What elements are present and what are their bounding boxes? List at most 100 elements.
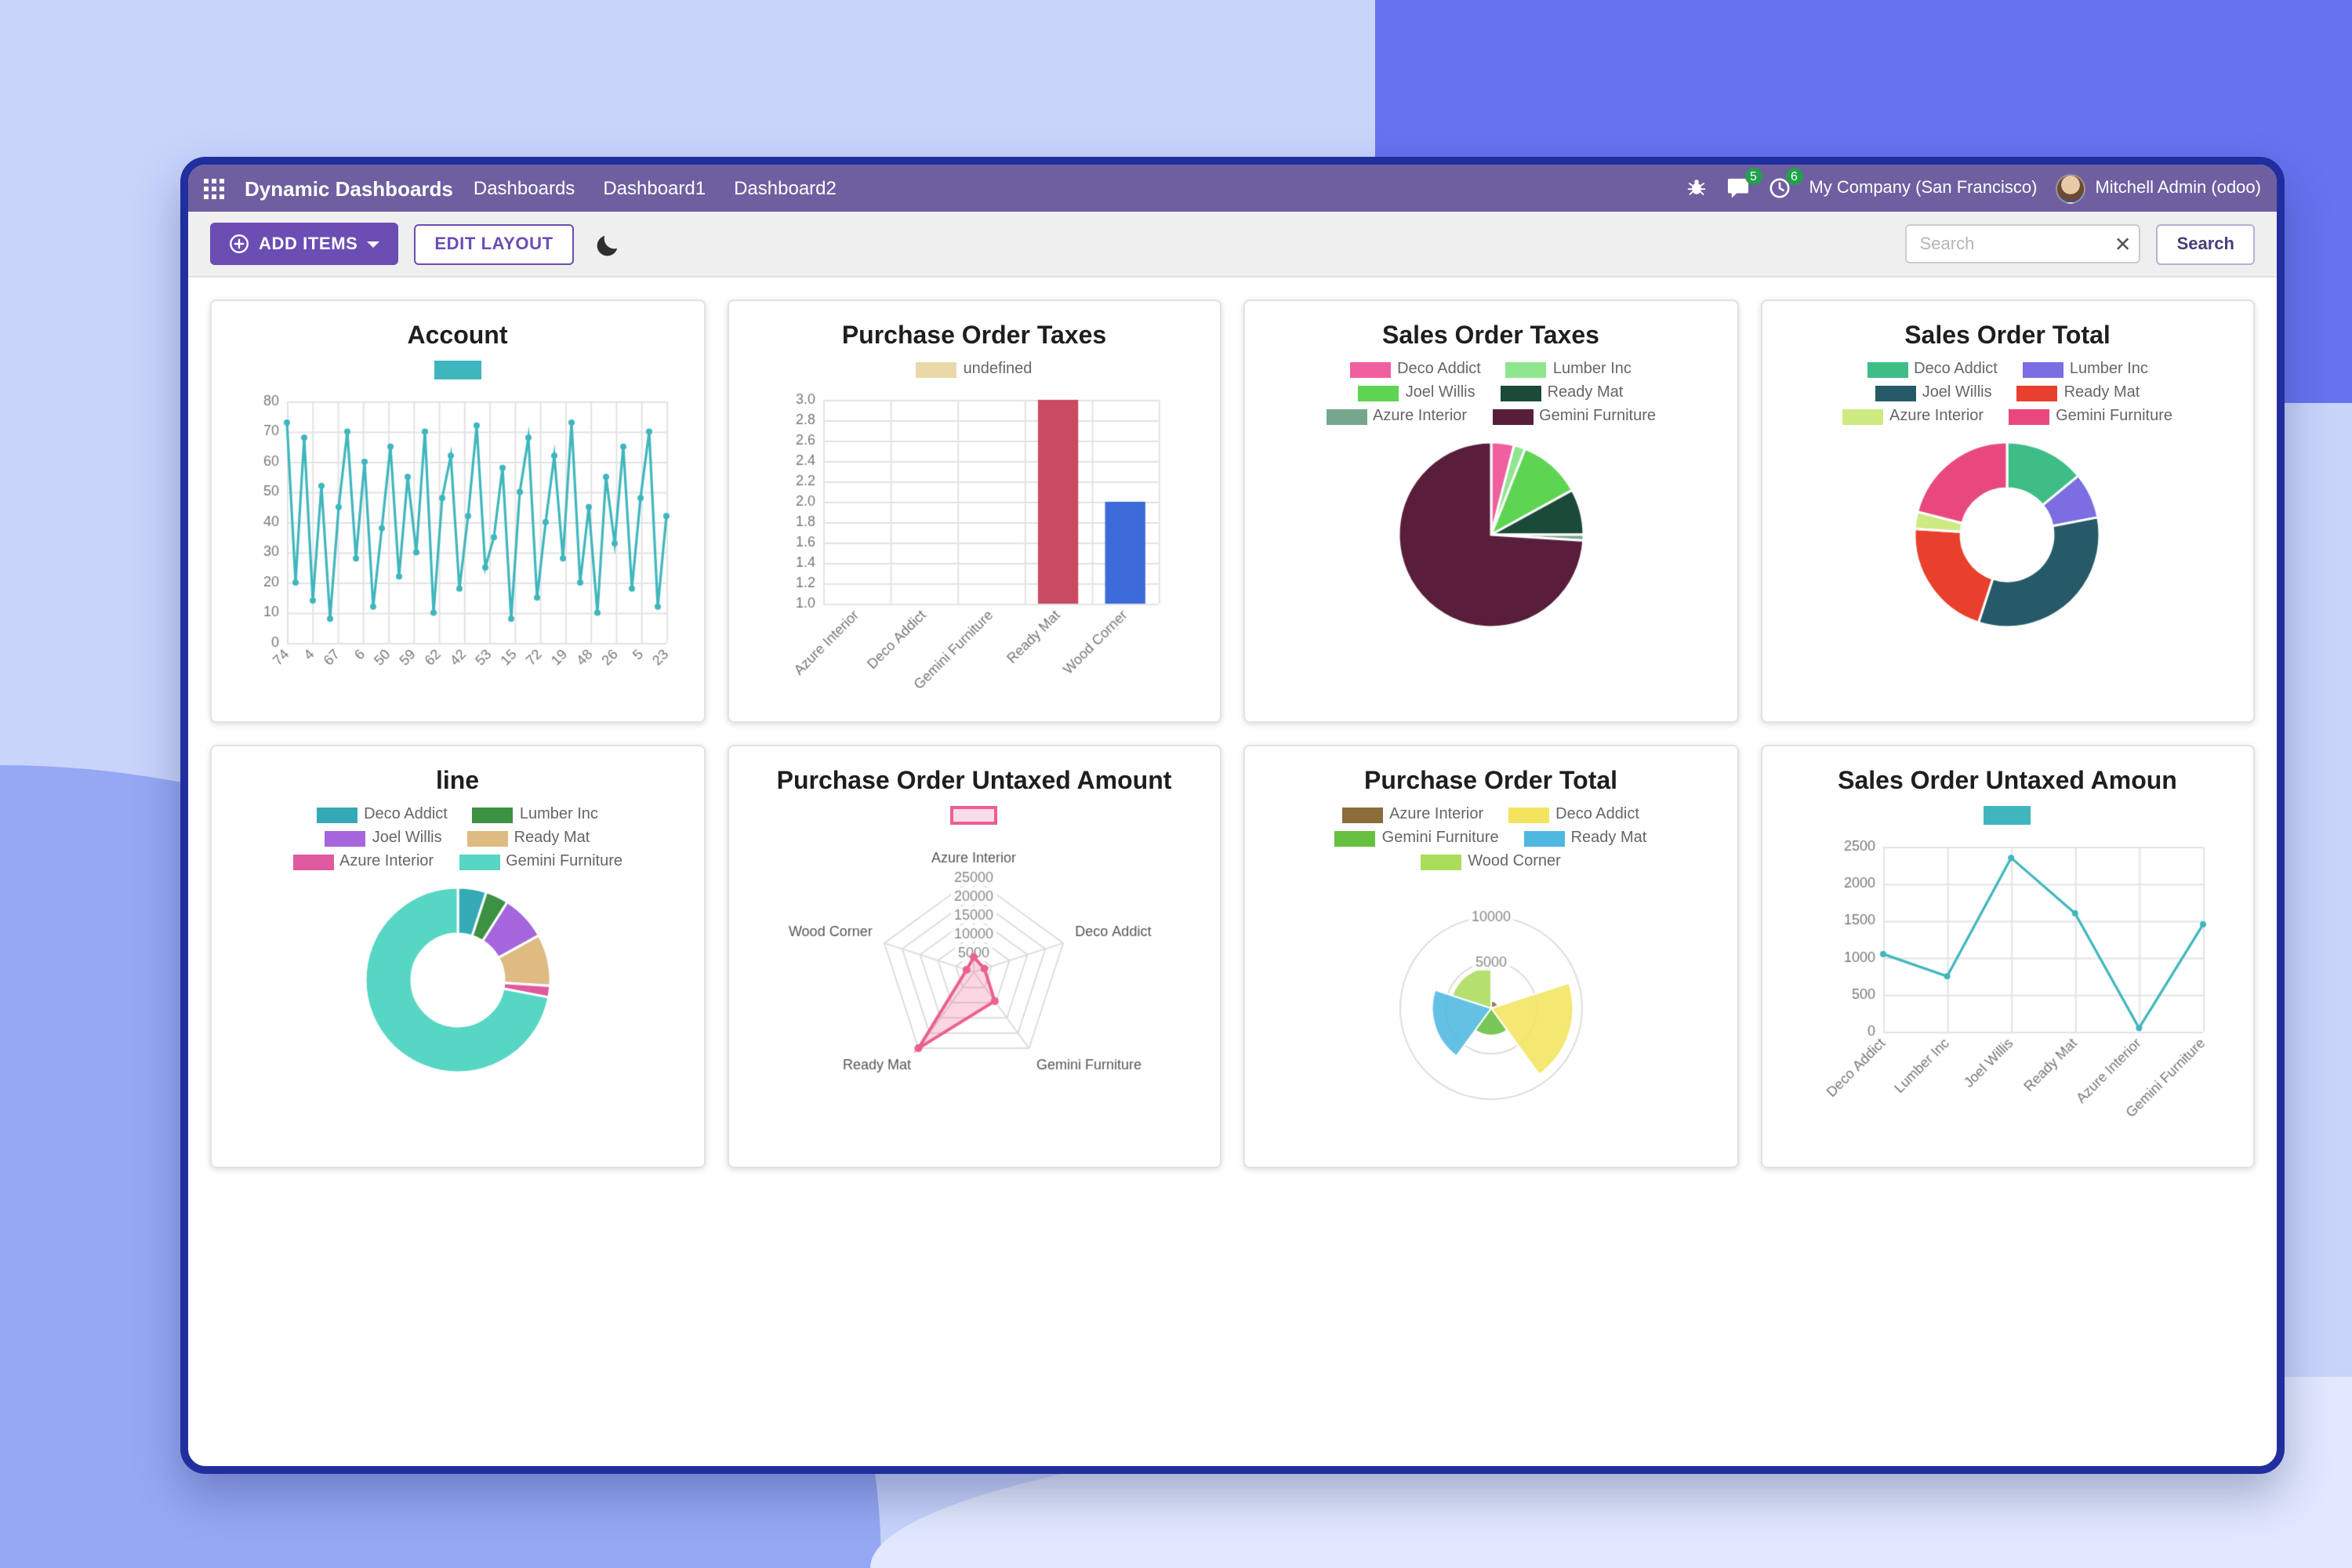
purchase-order-taxes-bar-chart[interactable] <box>776 390 1172 691</box>
messages-icon[interactable]: 5 <box>1726 168 1762 199</box>
chart-legend <box>1972 803 2044 828</box>
chart-title: Account <box>407 323 508 350</box>
legend-item[interactable]: Azure Interior <box>1326 408 1467 425</box>
legend-item[interactable]: Ready Mat <box>1523 829 1646 847</box>
chart-title: Sales Order Total <box>1904 323 2111 350</box>
legend-item[interactable]: Lumber Inc <box>472 806 598 823</box>
caret-down-icon <box>367 241 380 247</box>
legend-swatch <box>292 854 333 869</box>
add-items-button[interactable]: ADD ITEMS <box>210 223 399 265</box>
legend-item[interactable]: Wood Corner <box>1421 853 1561 870</box>
legend-swatch <box>466 830 508 846</box>
chart-title: line <box>435 768 480 795</box>
legend-swatch <box>1842 408 1883 424</box>
sales-order-total-doughnut-chart[interactable] <box>1910 437 2105 632</box>
legend-item[interactable]: Ready Mat <box>466 829 590 847</box>
legend-item[interactable] <box>950 806 998 825</box>
legend-swatch <box>950 806 998 825</box>
legend-item[interactable]: Lumber Inc <box>2022 361 2148 378</box>
legend-label: Joel Willis <box>1922 384 1992 401</box>
legend-swatch <box>1326 408 1367 424</box>
user-avatar <box>2056 173 2086 203</box>
legend-swatch <box>2022 361 2063 377</box>
purchase-order-untaxed-radar-chart[interactable] <box>779 837 1169 1101</box>
legend-swatch <box>459 854 500 869</box>
app-window: Dynamic Dashboards Dashboards Dashboard1… <box>180 157 2285 1474</box>
activities-clock-icon[interactable]: 6 <box>1768 168 1803 199</box>
legend-item[interactable]: Ready Mat <box>1500 384 1623 401</box>
legend-item[interactable]: Deco Addict <box>317 806 448 823</box>
search-input[interactable] <box>1905 224 2141 263</box>
menu-dashboards[interactable]: Dashboards <box>473 177 575 199</box>
legend-item[interactable]: Gemini Furniture <box>2009 408 2172 425</box>
user-name: Mitchell Admin (odoo) <box>2095 179 2261 198</box>
legend-swatch <box>1875 385 1916 401</box>
legend-item[interactable]: Gemini Furniture <box>1492 408 1656 425</box>
purchase-order-total-polar-chart[interactable] <box>1357 883 1624 1121</box>
legend-item[interactable]: Joel Willis <box>1875 384 1992 401</box>
legend-label: Deco Addict <box>1914 361 1998 378</box>
legend-swatch <box>1984 806 2031 825</box>
clear-search-icon[interactable]: ✕ <box>2114 231 2132 256</box>
legend-swatch <box>1505 361 1547 377</box>
legend-label: Azure Interior <box>339 853 434 870</box>
menu-dashboard2[interactable]: Dashboard2 <box>734 177 837 199</box>
legend-swatch <box>916 361 957 377</box>
chart-legend <box>938 803 1011 828</box>
app-title: Dynamic Dashboards <box>245 176 453 200</box>
control-panel: ADD ITEMS EDIT LAYOUT ✕ Search <box>188 212 2277 278</box>
legend-label: Lumber Inc <box>519 806 598 823</box>
legend-item[interactable]: Deco Addict <box>1867 361 1998 378</box>
search-button[interactable]: Search <box>2156 223 2255 264</box>
legend-item[interactable] <box>1984 806 2031 825</box>
card-purchase-order-total: Purchase Order Total Azure Interior Deco … <box>1243 745 1738 1168</box>
dark-mode-toggle-icon[interactable] <box>596 231 621 256</box>
legend-item[interactable]: Gemini Furniture <box>459 853 622 870</box>
legend-item[interactable]: undefined <box>916 361 1032 378</box>
debug-bug-icon[interactable] <box>1685 175 1707 201</box>
chart-legend: Deco Addict Lumber Inc Joel Willis Ready Ma… <box>1807 358 2209 428</box>
legend-swatch <box>1421 854 1462 869</box>
legend-item[interactable]: Joel Willis <box>325 829 442 847</box>
sales-order-taxes-pie-chart[interactable] <box>1393 437 1588 632</box>
legend-item[interactable] <box>434 361 481 379</box>
legend-swatch <box>434 361 481 379</box>
legend-swatch <box>317 807 358 822</box>
card-account: Account <box>210 299 705 723</box>
legend-item[interactable]: Gemini Furniture <box>1334 829 1499 847</box>
legend-item[interactable]: Deco Addict <box>1508 806 1639 823</box>
legend-item[interactable]: Azure Interior <box>1342 806 1483 823</box>
legend-item[interactable]: Lumber Inc <box>1505 361 1632 378</box>
menu-dashboard1[interactable]: Dashboard1 <box>603 177 706 199</box>
chart-legend: Azure Interior Deco Addict Gemini Furnitur… <box>1290 803 1692 873</box>
card-sales-order-taxes: Sales Order Taxes Deco Addict Lumber Inc J… <box>1243 299 1738 723</box>
user-menu[interactable]: Mitchell Admin (odoo) <box>2056 173 2261 203</box>
legend-item[interactable]: Joel Willis <box>1358 384 1475 401</box>
navbar-systray: 5 6 My Company (San Francisco) Mitchell … <box>1685 168 2261 203</box>
legend-item[interactable]: Azure Interior <box>1842 408 1984 425</box>
legend-item[interactable]: Ready Mat <box>2016 384 2140 401</box>
card-sales-order-total: Sales Order Total Deco Addict Lumber Inc J… <box>1760 299 2255 723</box>
legend-swatch <box>1508 807 1550 822</box>
legend-label: Gemini Furniture <box>2056 408 2172 425</box>
legend-swatch <box>1523 830 1565 846</box>
line-doughnut-chart[interactable] <box>360 883 555 1077</box>
legend-swatch <box>325 830 366 846</box>
company-switcher[interactable]: My Company (San Francisco) <box>1809 179 2038 198</box>
legend-label: Deco Addict <box>1555 806 1639 823</box>
legend-item[interactable]: Deco Addict <box>1350 361 1481 378</box>
legend-swatch <box>1342 807 1384 822</box>
navbar: Dynamic Dashboards Dashboards Dashboard1… <box>188 165 2277 212</box>
apps-grid-icon[interactable] <box>204 178 224 198</box>
sales-order-untaxed-line-chart[interactable] <box>1795 837 2220 1120</box>
account-line-chart[interactable] <box>233 392 682 684</box>
legend-item[interactable]: Azure Interior <box>292 853 434 870</box>
navbar-menu: Dashboards Dashboard1 Dashboard2 <box>474 177 837 199</box>
search-box: ✕ <box>1905 224 2141 263</box>
legend-label: Ready Mat <box>514 829 590 847</box>
chart-legend <box>422 358 494 383</box>
edit-layout-button[interactable]: EDIT LAYOUT <box>414 223 574 264</box>
chart-title: Purchase Order Taxes <box>841 323 1107 350</box>
chart-title: Purchase Order Untaxed Amount <box>776 768 1172 795</box>
